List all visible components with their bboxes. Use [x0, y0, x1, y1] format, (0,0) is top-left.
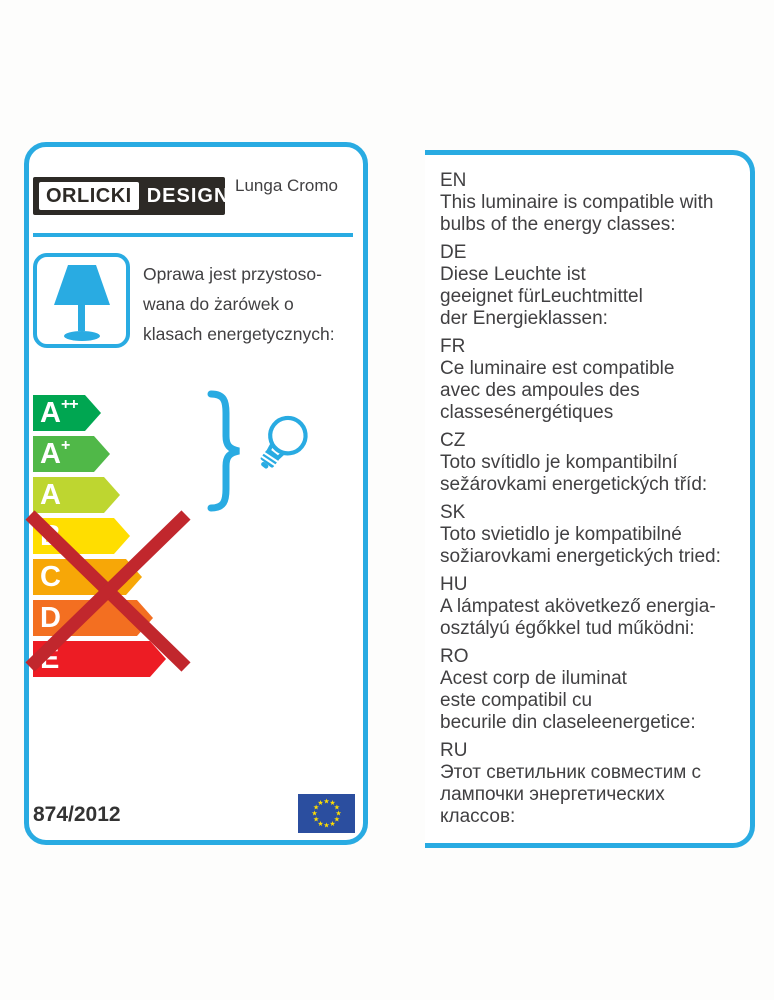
lamp-base-shape	[63, 331, 100, 341]
lang-code: CZ	[440, 430, 466, 451]
horizontal-divider	[33, 233, 353, 237]
arrow-tip	[114, 518, 130, 554]
lang-block-ru: RU Этот светильник совместим с лампочки …	[440, 740, 740, 828]
lang-line: becurile din claseleenergetice:	[440, 712, 696, 733]
eu-star: ★	[335, 810, 342, 817]
lang-line: A lámpatest akövetkező energia-	[440, 596, 716, 617]
regulation-number: 874/2012	[33, 803, 121, 826]
light-bulb-icon	[260, 415, 308, 469]
lang-line: geeignet fürLeuchtmittel	[440, 286, 643, 307]
lang-code: HU	[440, 574, 468, 595]
lang-line: der Energieklassen:	[440, 308, 608, 329]
eu-star: ★	[317, 820, 324, 828]
lang-code: SK	[440, 502, 466, 523]
eu-star: ★	[323, 798, 330, 805]
lang-code: EN	[440, 170, 467, 191]
lang-line: classesénergétiques	[440, 402, 614, 423]
eu-star: ★	[333, 804, 341, 811]
eu-flag-icon: ★ ★ ★ ★ ★ ★ ★ ★ ★ ★ ★ ★	[298, 794, 355, 833]
lang-line: este compatibil cu	[440, 690, 593, 711]
lang-line: Toto svítidlo je kompantibilní	[440, 452, 678, 473]
brand-logo-orlicki: ORLICKI	[39, 182, 139, 210]
lang-line: avec des ampoules des	[440, 380, 640, 401]
curly-brace-icon	[207, 390, 240, 512]
lang-line: This luminaire is compatible with	[440, 192, 714, 213]
energy-class-arrow-a-plus: A +	[33, 436, 166, 472]
brand-name-part2: DESIGN	[146, 184, 230, 207]
lang-line: Acest corp de iluminat	[440, 668, 627, 689]
eu-star: ★	[329, 820, 336, 828]
lang-line: классов:	[440, 806, 516, 827]
lang-line: sežárovkami energetických tříd:	[440, 474, 708, 495]
brand-name-part1: ORLICKI	[46, 184, 132, 207]
eu-star: ★	[329, 799, 336, 807]
intro-line: klasach energetycznych:	[143, 324, 335, 344]
lang-block-ro: RO Acest corp de iluminat este compatibi…	[440, 646, 740, 734]
lang-line: bulbs of the energy classes:	[440, 214, 676, 235]
lang-block-de: DE Diese Leuchte ist geeignet fürLeuchtm…	[440, 242, 740, 330]
lang-code: RU	[440, 740, 468, 761]
label-left-panel: ORLICKI DESIGN Lunga Cromo Oprawa jest p…	[24, 142, 368, 845]
energy-class-arrow-a-plus-plus: A ++	[33, 395, 166, 431]
lang-block-fr: FR Ce luminaire est compatible avec des …	[440, 336, 740, 424]
eu-star: ★	[333, 816, 341, 823]
arrow-tip	[104, 477, 120, 513]
lang-code: FR	[440, 336, 466, 357]
lang-line: osztályú égőkkel tud működni:	[440, 618, 695, 639]
lang-line: Ce luminaire est compatible	[440, 358, 675, 379]
eu-star: ★	[323, 822, 330, 829]
lang-block-en: EN This luminaire is compatible with bul…	[440, 170, 740, 236]
brand-logo: ORLICKI DESIGN	[33, 177, 228, 215]
lang-line: лампочки энергетических	[440, 784, 665, 805]
lamp-stem-shape	[78, 305, 85, 331]
arrow-tip	[94, 436, 110, 472]
lang-line: Toto svietidlo je kompatibilné	[440, 524, 682, 545]
intro-line: Oprawa jest przystoso-	[143, 264, 322, 284]
lamp-shade-shape	[53, 265, 110, 305]
energy-class-scale: A++ A+ A B C D	[33, 395, 166, 682]
table-lamp-icon	[33, 253, 130, 348]
product-name: Lunga Cromo	[235, 176, 339, 195]
intro-text-polish: Oprawa jest przystoso- wana do żarówek o…	[143, 259, 358, 349]
lang-code: DE	[440, 242, 467, 263]
lang-block-sk: SK Toto svietidlo je kompatibilné sožiar…	[440, 502, 740, 568]
lang-code: RO	[440, 646, 469, 667]
eu-star: ★	[317, 799, 324, 807]
lang-line: Diese Leuchte ist	[440, 264, 586, 285]
eu-star: ★	[311, 810, 318, 817]
crossed-out-mark	[25, 510, 191, 672]
arrow-tip	[85, 395, 101, 431]
eu-star: ★	[312, 816, 320, 823]
intro-line: wana do żarówek o	[143, 294, 294, 314]
energy-class-arrow-a: A	[33, 477, 166, 513]
lang-line: Этот светильник совместим с	[440, 762, 702, 783]
lang-block-cz: CZ Toto svítidlo je kompantibilní sežáro…	[440, 430, 740, 496]
label-right-panel: EN This luminaire is compatible with bul…	[425, 150, 755, 848]
lang-block-hu: HU A lámpatest akövetkező energia- osztá…	[440, 574, 740, 640]
lang-line: sožiarovkami energetických tried:	[440, 546, 721, 567]
eu-star: ★	[312, 804, 320, 811]
